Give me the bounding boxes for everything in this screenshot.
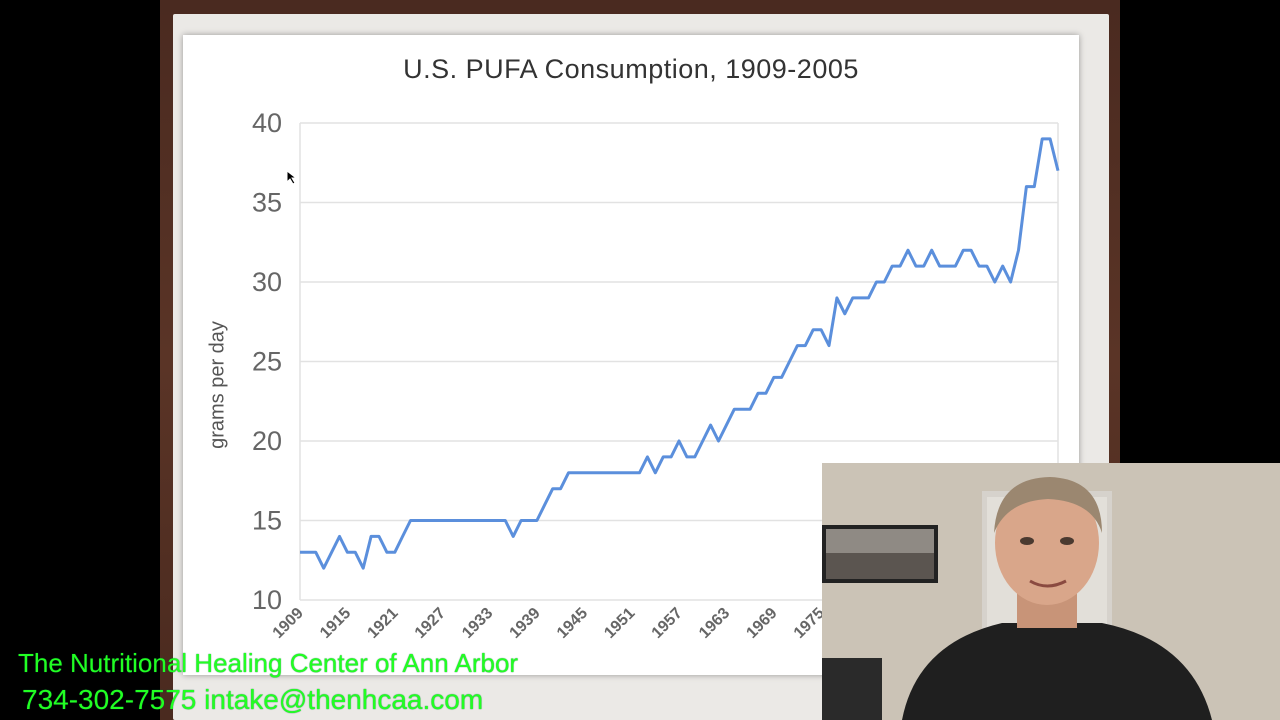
x-tick-label: 1927 xyxy=(412,605,449,642)
x-tick-label: 1945 xyxy=(554,605,591,642)
presenter-webcam xyxy=(822,463,1280,720)
y-tick-label: 35 xyxy=(252,188,282,218)
y-tick-label: 10 xyxy=(252,585,282,615)
y-tick-label: 30 xyxy=(252,267,282,297)
x-tick-label: 1921 xyxy=(364,605,401,642)
y-tick-label: 20 xyxy=(252,426,282,456)
mouse-cursor-icon xyxy=(286,170,298,185)
x-tick-label: 1951 xyxy=(601,605,638,642)
x-tick-label: 1963 xyxy=(696,605,733,642)
x-tick-label: 1915 xyxy=(317,605,354,642)
x-tick-label: 1969 xyxy=(743,605,780,642)
chart-title: U.S. PUFA Consumption, 1909-2005 xyxy=(403,54,859,84)
x-tick-label: 1957 xyxy=(649,605,686,642)
y-tick-label: 15 xyxy=(252,506,282,536)
x-tick-label: 1933 xyxy=(459,605,496,642)
overlay-contact: 734-302-7575 intake@thenhcaa.com xyxy=(22,684,484,715)
x-tick-label: 1939 xyxy=(507,605,544,642)
y-tick-label: 40 xyxy=(252,108,282,138)
y-tick-label: 25 xyxy=(252,347,282,377)
overlay-center-name: The Nutritional Healing Center of Ann Ar… xyxy=(18,648,519,678)
